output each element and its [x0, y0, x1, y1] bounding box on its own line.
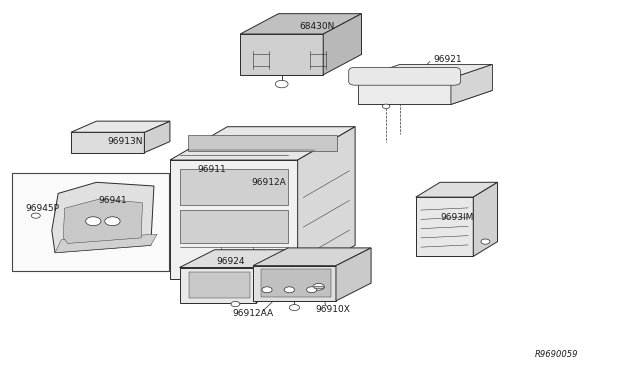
Circle shape: [86, 217, 101, 226]
Polygon shape: [189, 272, 250, 298]
Bar: [12, 173, 169, 271]
Polygon shape: [179, 169, 288, 205]
Text: 9693IM: 9693IM: [440, 213, 474, 222]
Text: 96945P: 96945P: [25, 204, 60, 213]
Polygon shape: [451, 64, 492, 105]
Polygon shape: [253, 266, 336, 301]
Polygon shape: [170, 127, 355, 160]
Polygon shape: [473, 182, 497, 256]
Text: 96912A: 96912A: [252, 178, 286, 187]
Polygon shape: [358, 90, 492, 105]
Polygon shape: [358, 64, 492, 78]
Circle shape: [307, 287, 317, 293]
Text: 96910X: 96910X: [316, 305, 350, 314]
Circle shape: [313, 283, 324, 290]
Polygon shape: [416, 197, 473, 256]
Circle shape: [275, 80, 288, 88]
Polygon shape: [260, 269, 331, 297]
Polygon shape: [298, 127, 355, 279]
Text: R9690059: R9690059: [534, 350, 578, 359]
Polygon shape: [145, 121, 170, 153]
Polygon shape: [71, 121, 170, 132]
Circle shape: [382, 104, 390, 109]
Polygon shape: [170, 160, 298, 279]
Circle shape: [31, 213, 40, 218]
FancyBboxPatch shape: [349, 67, 461, 85]
Polygon shape: [179, 210, 288, 243]
Polygon shape: [52, 182, 154, 253]
Polygon shape: [416, 182, 497, 197]
Polygon shape: [240, 14, 362, 34]
Polygon shape: [71, 132, 145, 153]
Polygon shape: [256, 250, 291, 303]
Polygon shape: [336, 248, 371, 301]
Polygon shape: [179, 267, 256, 303]
Polygon shape: [188, 135, 337, 151]
Polygon shape: [63, 199, 143, 243]
Circle shape: [262, 287, 272, 293]
Polygon shape: [323, 14, 362, 75]
Text: 96921: 96921: [433, 55, 462, 64]
Polygon shape: [55, 234, 157, 253]
Circle shape: [284, 287, 294, 293]
Polygon shape: [314, 286, 323, 288]
Text: 96924: 96924: [216, 257, 245, 266]
Text: 96912AA: 96912AA: [232, 310, 273, 318]
Circle shape: [105, 217, 120, 226]
Circle shape: [481, 239, 490, 244]
Text: 96913N: 96913N: [108, 137, 143, 146]
Circle shape: [289, 305, 300, 311]
Text: 96911: 96911: [197, 165, 226, 174]
Polygon shape: [240, 34, 323, 75]
Circle shape: [231, 301, 240, 307]
Polygon shape: [358, 78, 451, 105]
Polygon shape: [179, 250, 291, 267]
Text: 96941: 96941: [98, 196, 127, 205]
Text: 68430N: 68430N: [299, 22, 335, 31]
Polygon shape: [253, 248, 371, 266]
